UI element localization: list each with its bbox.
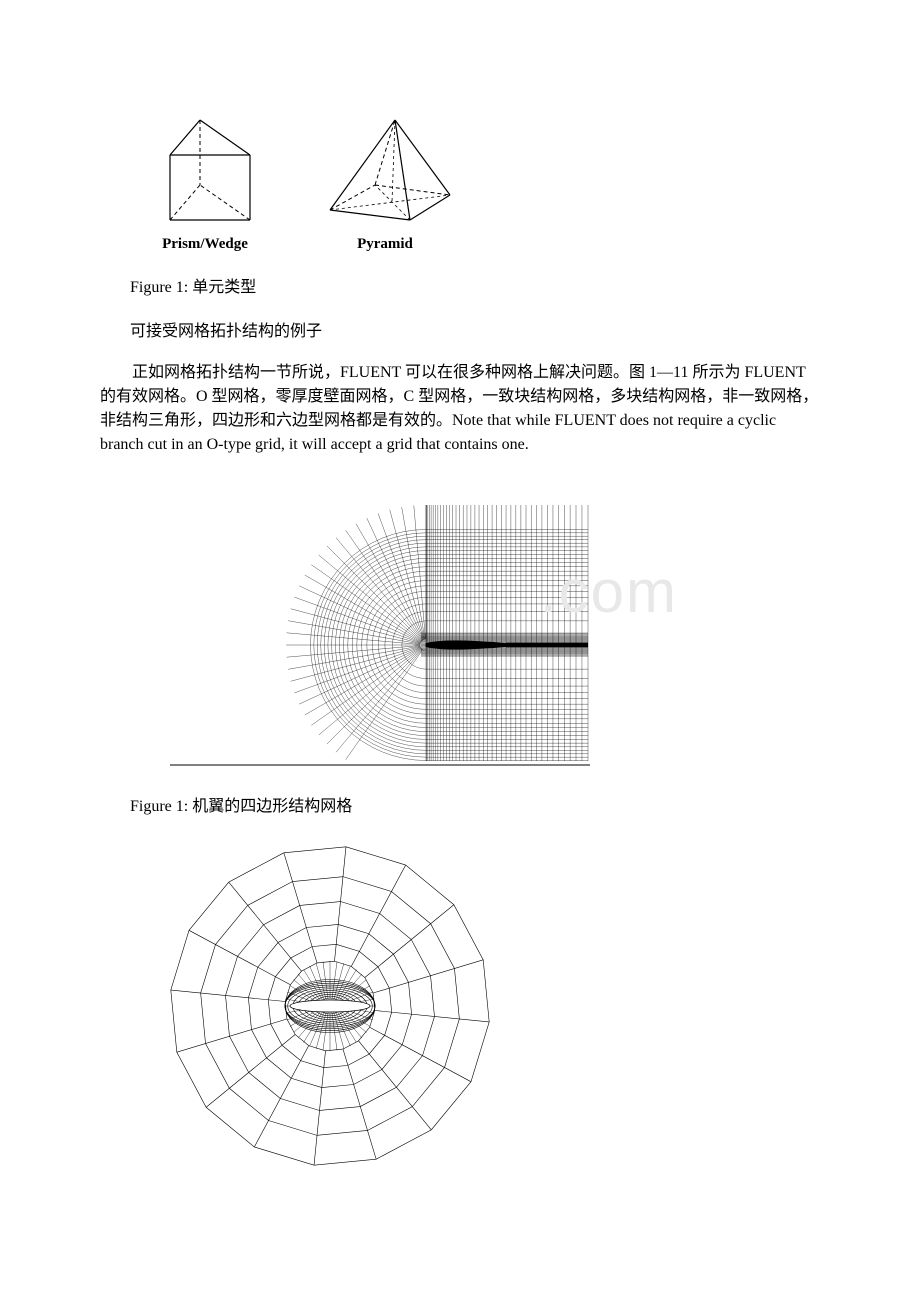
prism-block: Prism/Wedge (140, 100, 270, 253)
airfoil-mesh-figure: .com (170, 477, 820, 772)
airfoil-mesh-svg (170, 477, 590, 767)
figure1-caption: Figure 1: 单元类型 (130, 273, 820, 297)
airfoil-caption: Figure 1: 机翼的四边形结构网格 (130, 792, 820, 816)
circular-mesh-figure (160, 836, 820, 1181)
shapes-row: Prism/Wedge Pyramid (140, 100, 820, 253)
body-paragraph: 正如网格拓扑结构一节所说，FLUENT 可以在很多种网格上解决问题。图 1—11… (100, 361, 820, 457)
pyramid-label: Pyramid (357, 236, 413, 253)
pyramid-block: Pyramid (310, 100, 460, 253)
pyramid-svg (310, 100, 460, 230)
prism-label: Prism/Wedge (162, 236, 248, 253)
prism-svg (140, 100, 270, 230)
subtitle: 可接受网格拓扑结构的例子 (130, 317, 820, 341)
shapes-figure: Prism/Wedge Pyramid (100, 100, 820, 341)
circular-mesh-svg (160, 836, 500, 1176)
